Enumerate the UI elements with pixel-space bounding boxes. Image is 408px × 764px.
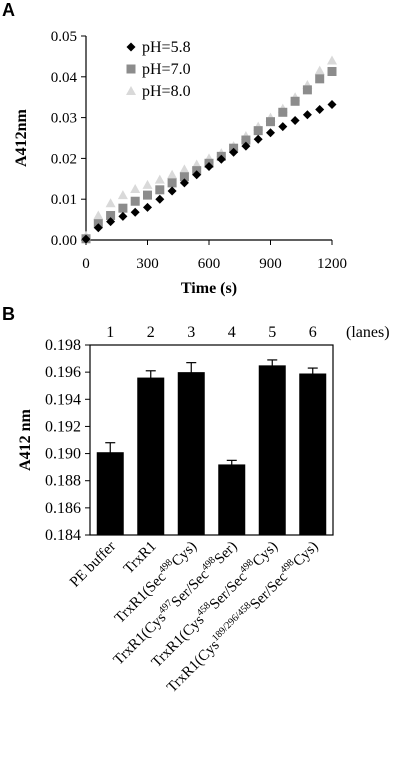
a-x-axis-title: Time (s) <box>181 280 237 297</box>
lanes-label: (lanes) <box>346 324 390 341</box>
data-point-square <box>290 96 300 106</box>
a-y-tick-label: 0.00 <box>51 233 77 249</box>
data-point-triangle <box>327 55 337 65</box>
panel-label-b: B <box>2 304 15 324</box>
a-x-tick-label: 0 <box>82 256 90 272</box>
data-point-diamond <box>130 207 140 217</box>
data-point-diamond <box>290 115 300 125</box>
data-point-diamond <box>192 170 202 180</box>
legend-label: pH=7.0 <box>142 61 191 78</box>
b-y-tick-label: 0.192 <box>45 418 81 435</box>
data-point-triangle <box>142 179 153 189</box>
a-y-tick-label: 0.01 <box>51 192 77 208</box>
data-point-square <box>278 107 288 117</box>
category-label: PE buffer <box>67 539 119 591</box>
data-point-square <box>179 172 189 182</box>
data-point-diamond <box>93 223 103 233</box>
lane-number: 2 <box>147 324 155 341</box>
data-point-triangle <box>93 210 104 220</box>
b-y-tick-label: 0.188 <box>45 473 81 490</box>
data-point-triangle <box>117 190 128 200</box>
bar <box>96 452 124 535</box>
legend-label: pH=5.8 <box>142 39 191 56</box>
b-y-tick-label: 0.190 <box>45 446 81 463</box>
b-y-tick-label: 0.184 <box>45 527 81 544</box>
data-point-diamond <box>106 217 116 227</box>
b-y-tick-label: 0.198 <box>45 337 81 354</box>
data-point-diamond <box>302 110 312 120</box>
b-y-axis-title: A412 nm <box>17 408 34 470</box>
data-point-triangle <box>130 184 141 193</box>
data-point-diamond <box>315 104 325 114</box>
data-point-diamond <box>81 234 91 244</box>
a-x-tick-label: 300 <box>136 256 159 272</box>
data-point-square <box>106 211 116 221</box>
a-y-axis-title: A412nm <box>13 108 30 166</box>
data-point-triangle <box>154 174 165 184</box>
lane-number: 5 <box>268 324 276 341</box>
data-point-diamond <box>278 122 288 132</box>
panel-label-a: A <box>2 0 15 20</box>
data-point-square <box>155 185 165 195</box>
bar <box>137 377 165 535</box>
data-point-square <box>253 126 263 136</box>
data-point-square <box>302 85 312 95</box>
a-y-tick-label: 0.02 <box>51 151 77 167</box>
data-point-diamond <box>229 147 239 157</box>
bar <box>299 373 327 535</box>
bar <box>218 464 246 535</box>
legend-label: pH=8.0 <box>142 83 191 100</box>
data-point-diamond <box>179 178 189 188</box>
data-point-diamond <box>253 134 263 144</box>
data-point-square <box>315 74 325 84</box>
data-point-diamond <box>327 100 337 110</box>
data-point-square <box>118 203 128 213</box>
chart-b: 0.184 0.186 0.188 0.190 0.192 0.194 0.196 0.198… <box>17 324 390 696</box>
b-y-tick-label: 0.194 <box>45 391 81 408</box>
data-point-triangle <box>167 169 178 179</box>
a-x-tick-label: 900 <box>259 256 282 272</box>
data-point-diamond <box>204 162 214 172</box>
legend-marker-square <box>126 64 136 74</box>
data-point-square <box>167 178 177 188</box>
data-point-diamond <box>143 202 152 212</box>
data-point-diamond <box>216 154 226 164</box>
category-label: TrxR1 <box>121 539 160 578</box>
data-point-square <box>143 190 152 200</box>
b-y-tick-label: 0.186 <box>45 500 81 517</box>
data-point-square <box>241 135 251 145</box>
data-point-diamond <box>118 211 128 221</box>
lane-number: 1 <box>106 324 114 341</box>
a-x-tick-label: 600 <box>198 256 221 272</box>
legend-marker-diamond <box>126 42 136 52</box>
bar <box>177 372 205 535</box>
a-y-tick-label: 0.05 <box>51 29 77 45</box>
b-y-tick-label: 0.196 <box>45 364 81 381</box>
data-point-square <box>327 66 337 76</box>
data-point-diamond <box>266 128 275 138</box>
legend-marker-triangle <box>126 86 136 95</box>
b-plot-frame <box>89 344 334 536</box>
data-point-triangle <box>105 198 116 208</box>
lane-number: 3 <box>187 324 195 341</box>
data-point-triangle <box>314 65 325 75</box>
a-x-tick-label: 1200 <box>317 256 347 272</box>
data-point-square <box>266 117 275 127</box>
data-point-square <box>130 196 140 206</box>
a-y-tick-label: 0.04 <box>51 70 78 86</box>
data-point-diamond <box>241 141 251 151</box>
data-point-diamond <box>155 194 165 204</box>
data-point-diamond <box>167 186 177 196</box>
lane-number: 6 <box>309 324 317 341</box>
a-y-tick-label: 0.03 <box>51 111 77 127</box>
data-point-triangle <box>179 164 190 174</box>
lane-number: 4 <box>228 324 236 341</box>
chart-a: 0.000.010.020.030.040.05 0 300 600 900 1200 … <box>13 29 347 297</box>
bar <box>258 365 286 535</box>
